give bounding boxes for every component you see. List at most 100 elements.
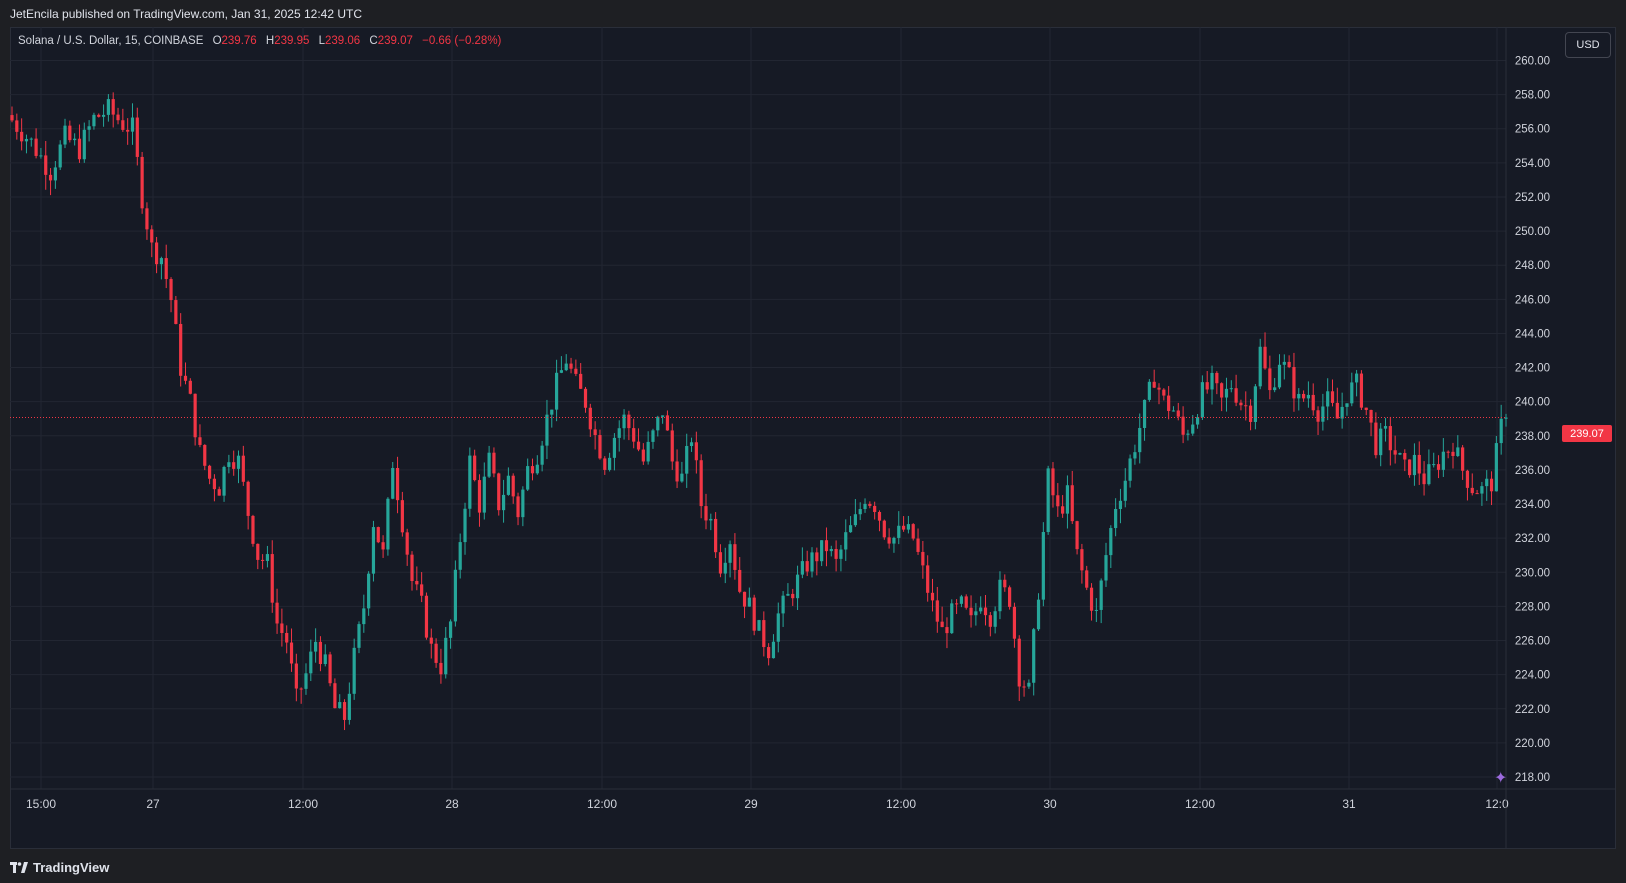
candle-body: [733, 544, 737, 570]
candle-body: [805, 561, 809, 572]
y-tick-label: 234.00: [1515, 499, 1550, 511]
candle-body: [371, 527, 376, 574]
y-tick-label: 222.00: [1515, 704, 1550, 716]
candle-body: [1215, 372, 1219, 384]
candle-body: [1036, 599, 1041, 630]
candle-body: [694, 442, 698, 461]
candle-body: [265, 554, 270, 561]
x-tick-label: 12:00: [1185, 797, 1215, 811]
candle-body: [1504, 417, 1508, 419]
candle-body: [757, 620, 761, 631]
candle-body: [1094, 609, 1098, 611]
candle-body: [323, 654, 327, 665]
candle-body: [1441, 451, 1445, 470]
candle-body: [1258, 346, 1262, 387]
candle-body: [506, 475, 510, 495]
candle-body: [193, 393, 197, 438]
tradingview-logo-icon: [10, 862, 28, 873]
y-tick-label: 226.00: [1515, 636, 1550, 648]
candle-body: [651, 430, 655, 442]
candle-body: [1355, 373, 1359, 383]
candle-body: [391, 468, 395, 499]
candle-body: [304, 673, 308, 689]
candle-body: [15, 120, 19, 132]
candle-body: [227, 462, 231, 467]
candle-body: [1244, 405, 1248, 407]
candle-body: [786, 593, 790, 596]
candle-body: [1085, 570, 1089, 588]
chart-canvas[interactable]: 15:00 27 12:00 28 12:00 29 12:00 30 12:00 31 12:0 2…: [10, 27, 1616, 849]
candle-body: [362, 608, 366, 625]
sparkle-icon[interactable]: ✦: [1494, 770, 1507, 787]
candle-body: [10, 115, 14, 121]
currency-button[interactable]: USD: [1565, 32, 1611, 58]
candle-body: [73, 138, 77, 141]
candle-body: [1311, 394, 1315, 411]
candle-body: [87, 126, 91, 130]
candle-body: [598, 435, 602, 459]
tradingview-logo[interactable]: TradingView: [10, 860, 109, 875]
y-tick-label: 260.00: [1515, 55, 1550, 67]
candle-body: [1403, 453, 1407, 460]
candle-body: [1422, 473, 1426, 485]
candle-body: [632, 428, 636, 442]
candle-body: [1157, 387, 1161, 390]
brand-name: TradingView: [33, 860, 110, 875]
candle-body: [1306, 394, 1311, 399]
top-bar: JetEncila published on TradingView.com, …: [0, 0, 1626, 28]
candle-body: [116, 114, 120, 121]
candle-body: [314, 641, 318, 652]
x-tick-label: 12:0: [1485, 797, 1509, 811]
candle-body: [1480, 486, 1484, 494]
candle-body: [1436, 464, 1441, 470]
candle-body: [261, 559, 265, 561]
candle-body: [954, 603, 959, 605]
candle-body: [468, 455, 472, 509]
candle-body: [930, 592, 935, 601]
candle-body: [1080, 549, 1084, 571]
candle-body: [1273, 387, 1277, 391]
candle-body: [559, 370, 564, 373]
candle-body: [906, 524, 910, 530]
candle-body: [935, 600, 939, 622]
candle-body: [434, 643, 438, 663]
candle-body: [1027, 682, 1031, 687]
chart-pane[interactable]: [10, 27, 1616, 849]
candle-body: [338, 702, 342, 709]
candle-body: [1099, 580, 1103, 610]
close-label: C: [369, 35, 378, 47]
candle-body: [1326, 391, 1330, 407]
y-tick-label: 254.00: [1515, 158, 1550, 170]
candle-body: [1489, 478, 1494, 492]
candle-body: [1268, 368, 1272, 391]
candle-body: [24, 138, 29, 142]
open-value: 239.76: [221, 35, 257, 47]
candle-body: [950, 603, 954, 634]
candle-body: [159, 258, 163, 265]
candle-body: [762, 620, 766, 648]
candle-body: [791, 593, 795, 599]
candle-body: [901, 525, 906, 530]
candle-body: [1253, 386, 1257, 422]
candle-body: [882, 520, 886, 538]
y-tick-label: 230.00: [1515, 567, 1550, 579]
candle-body: [68, 125, 72, 141]
candle-body: [1239, 402, 1243, 406]
candle-body: [1297, 393, 1301, 399]
candle-body: [29, 138, 33, 140]
candle-body: [1335, 402, 1339, 419]
candle-body: [1051, 468, 1055, 496]
candle-body: [251, 515, 255, 544]
candle-body: [1263, 346, 1267, 369]
candle-body: [959, 596, 964, 604]
candle-body: [367, 573, 371, 609]
candle-body: [863, 503, 867, 510]
candle-body: [1142, 399, 1147, 428]
candle-body: [497, 473, 501, 511]
candle-body: [169, 279, 173, 301]
candle-body: [188, 380, 192, 394]
candle-body: [810, 552, 814, 572]
close-value: 239.07: [377, 35, 413, 47]
open-label: O: [212, 35, 222, 47]
candle-body: [1191, 424, 1195, 434]
